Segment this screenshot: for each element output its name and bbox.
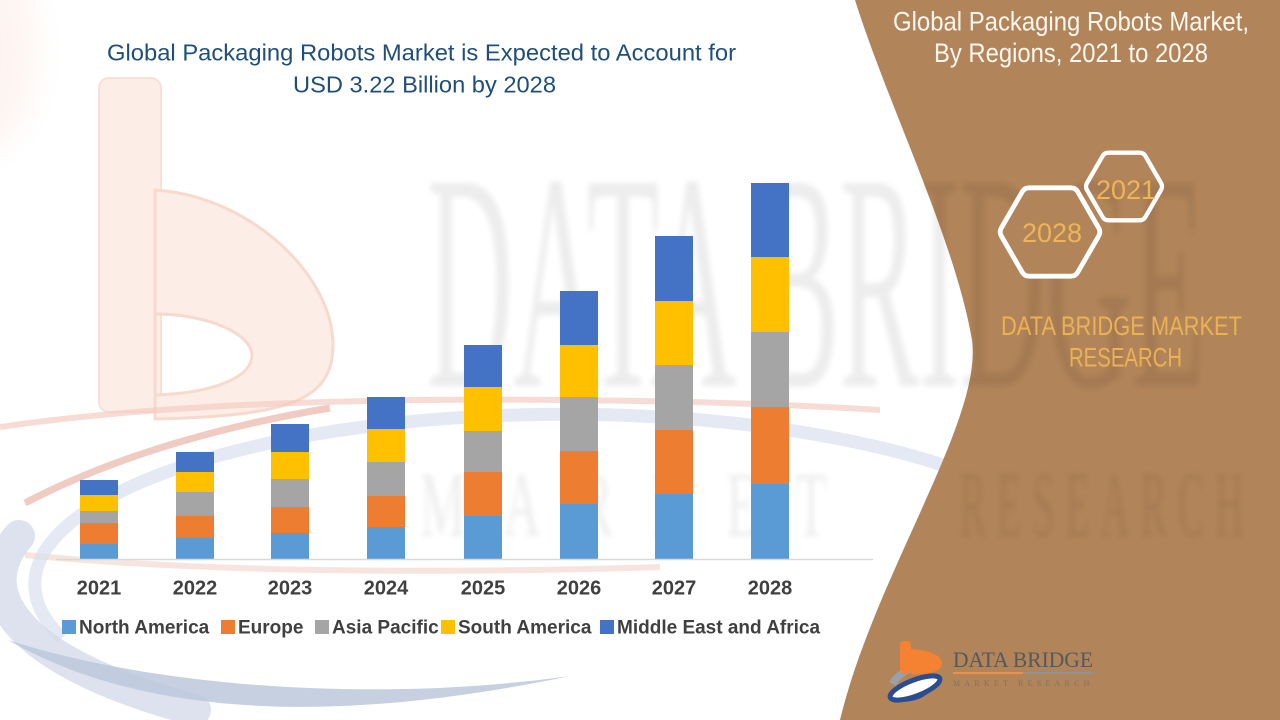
svg-text:Middle East and Africa: Middle East and Africa: [617, 618, 820, 639]
svg-text:2024: 2024: [364, 578, 409, 600]
svg-text:2021: 2021: [1096, 175, 1156, 205]
svg-text:South America: South America: [458, 618, 592, 639]
svg-text:MARKET RESEARCH: MARKET RESEARCH: [953, 679, 1093, 688]
svg-text:2028: 2028: [748, 578, 793, 600]
svg-text:2022: 2022: [173, 578, 218, 600]
svg-text:2023: 2023: [268, 578, 313, 600]
svg-text:North America: North America: [79, 618, 210, 639]
svg-text:2021: 2021: [77, 578, 122, 600]
svg-text:RESEARCH: RESEARCH: [1069, 343, 1182, 373]
svg-text:Global Packaging Robots Market: Global Packaging Robots Market,: [893, 7, 1249, 37]
svg-text:DATA BRIDGE: DATA BRIDGE: [953, 647, 1093, 672]
svg-text:By Regions, 2021 to 2028: By Regions, 2021 to 2028: [934, 38, 1208, 68]
svg-text:RESEARCH: RESEARCH: [960, 454, 1255, 557]
svg-text:USD 3.22 Billion by 2028: USD 3.22 Billion by 2028: [293, 72, 556, 98]
svg-text:2025: 2025: [461, 578, 506, 600]
svg-text:Asia Pacific: Asia Pacific: [332, 618, 439, 639]
svg-text:2026: 2026: [557, 578, 602, 600]
svg-text:2027: 2027: [652, 578, 697, 600]
svg-text:DATA BRIDGE: DATA BRIDGE: [427, 111, 1205, 454]
svg-text:DATA BRIDGE MARKET: DATA BRIDGE MARKET: [1001, 311, 1242, 341]
svg-text:Europe: Europe: [238, 618, 303, 639]
svg-text:2028: 2028: [1022, 218, 1082, 248]
svg-text:Global Packaging Robots Market: Global Packaging Robots Market is Expect…: [107, 40, 736, 66]
